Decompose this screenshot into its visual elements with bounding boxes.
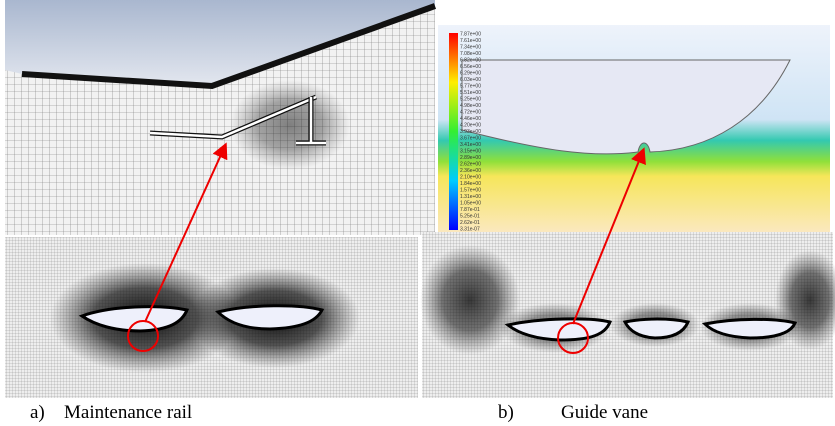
- colorbar-label: 2.62e+00: [460, 161, 481, 167]
- colorbar-label: 2.36e+00: [460, 168, 481, 174]
- colorbar-label: 2.10e+00: [460, 174, 481, 180]
- colorbar-label: 7.87e+00: [460, 31, 481, 37]
- panel-bottom-left: [5, 237, 418, 398]
- colorbar-label: 1.31e+00: [460, 194, 481, 200]
- colorbar-label: 4.98e+00: [460, 103, 481, 109]
- colorbar-label: 5.25e+00: [460, 96, 481, 102]
- colorbar-label: 3.41e+00: [460, 142, 481, 148]
- figure: 7.87e+007.61e+007.34e+007.08e+006.82e+00…: [0, 0, 835, 426]
- colorbar-label: 1.84e+00: [460, 181, 481, 187]
- colorbar-label: 6.56e+00: [460, 64, 481, 70]
- colorbar-label: 1.05e+00: [460, 200, 481, 206]
- colorbar-label: 1.57e+00: [460, 187, 481, 193]
- colorbar-label: 4.72e+00: [460, 109, 481, 115]
- colorbar-label: 6.29e+00: [460, 70, 481, 76]
- caption: Guide vane: [561, 402, 648, 423]
- caption: Maintenance rail: [64, 402, 192, 423]
- colorbar-label: 7.87e-01: [460, 207, 480, 213]
- colorbar-label: 2.89e+00: [460, 155, 481, 161]
- colorbar-label: 6.03e+00: [460, 77, 481, 83]
- colorbar-label: 4.20e+00: [460, 122, 481, 128]
- colorbar-label: 5.25e-01: [460, 213, 480, 219]
- colorbar-label: 5.77e+00: [460, 83, 481, 89]
- colorbar-label: 7.34e+00: [460, 44, 481, 50]
- caption-label: a): [30, 402, 45, 423]
- panel-top-left: [5, 0, 435, 235]
- colorbar-label: 4.46e+00: [460, 116, 481, 122]
- panel-bottom-right: [420, 232, 835, 398]
- colorbar-label: 3.67e+00: [460, 135, 481, 141]
- colorbar-label: 3.93e+00: [460, 129, 481, 135]
- colorbar-label: 6.82e+00: [460, 57, 481, 63]
- colorbar-label: 2.62e-01: [460, 220, 480, 226]
- colorbar-label: 5.51e+00: [460, 90, 481, 96]
- colorbar-label: 7.08e+00: [460, 51, 481, 57]
- caption-label: b): [498, 402, 514, 423]
- colorbar-label: 3.15e+00: [460, 148, 481, 154]
- colorbar-label: 3.31e-07: [460, 226, 480, 232]
- panel-top-right: 7.87e+007.61e+007.34e+007.08e+006.82e+00…: [438, 25, 830, 235]
- colorbar-label: 7.61e+00: [460, 38, 481, 44]
